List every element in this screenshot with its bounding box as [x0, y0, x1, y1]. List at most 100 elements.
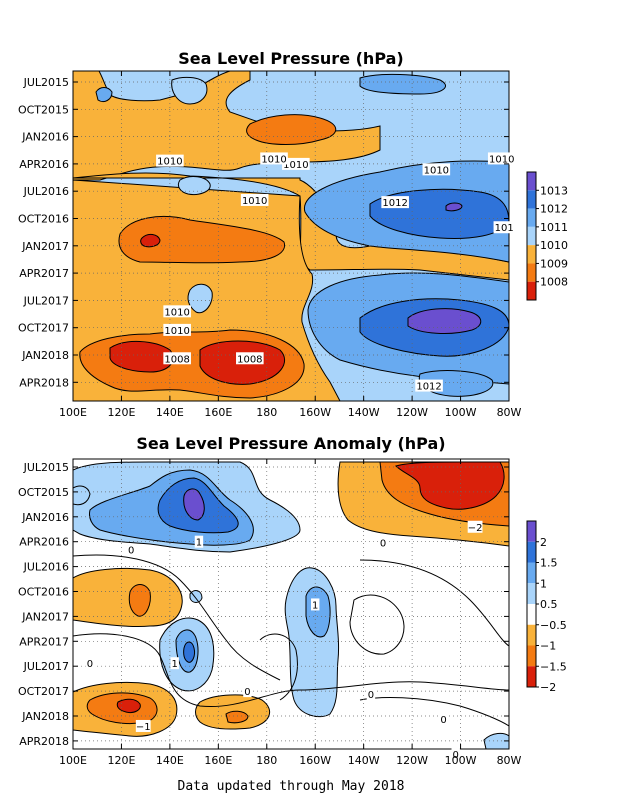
bottom-zero-contour-d — [349, 594, 405, 655]
contour-label: 1 — [172, 659, 178, 670]
colorbar-swatch — [527, 624, 536, 646]
top-field-1008-cell-2017 — [118, 216, 285, 264]
y-tick-label: APR2017 — [19, 267, 69, 280]
x-tick-label: 180 — [256, 754, 277, 767]
contour-label: 0 — [128, 546, 134, 557]
contour-label-box — [493, 221, 515, 234]
x-tick-label: 120E — [107, 406, 135, 419]
contour-label-box — [126, 543, 136, 556]
x-tick-label: 160W — [299, 754, 331, 767]
top-field-1007-cell-2018a — [109, 340, 174, 373]
x-tick-label: 120E — [107, 754, 135, 767]
bottom-anom-pos-2-north — [183, 488, 205, 521]
x-tick-label: 100E — [59, 754, 87, 767]
colorbar-label: −2 — [540, 681, 556, 694]
colorbar-swatch — [527, 172, 536, 191]
contour-label-box — [366, 688, 376, 701]
colorbar-swatch — [527, 208, 536, 227]
y-tick-label: JAN2018 — [21, 710, 69, 723]
contour-label-box — [467, 520, 483, 533]
y-tick-label: JUL2017 — [23, 660, 69, 673]
bottom-zero-contour-b — [73, 633, 509, 708]
y-tick-label: OCT2016 — [18, 213, 69, 226]
contour-label-box — [156, 154, 184, 167]
contour-label: 0 — [453, 750, 459, 761]
contour-label-box — [236, 352, 264, 365]
bottom-gridlines — [73, 459, 509, 749]
contour-label-box — [487, 152, 516, 165]
x-tick-label: 160E — [204, 406, 232, 419]
y-tick-label: JUL2015 — [23, 76, 69, 89]
contour-label: 1012 — [382, 198, 407, 209]
y-tick-label: JAN2016 — [21, 511, 69, 524]
y-tick-label: APR2017 — [19, 635, 69, 648]
contour-label-box — [415, 379, 443, 392]
bottom-anom-neg-2-east — [395, 461, 505, 510]
x-tick-label: 120W — [396, 754, 428, 767]
colorbar-label: −1 — [540, 640, 556, 653]
contour-label-box — [439, 712, 448, 725]
top-field-1013-cell-b — [407, 308, 482, 334]
contour-label-box — [451, 747, 460, 760]
colorbar-label: 1009 — [540, 257, 568, 270]
contour-label: 1010 — [242, 196, 267, 207]
contour-label-box — [194, 535, 204, 548]
x-tick-label: 140E — [156, 406, 184, 419]
footer-note: Data updated through May 2018 — [178, 779, 405, 794]
bottom-zero-contour-a — [73, 554, 281, 681]
bottom-plot-frame — [72, 458, 510, 750]
contour-label: −1 — [136, 722, 151, 733]
contour-label-box — [163, 352, 191, 365]
contour-label: 1012 — [416, 382, 441, 393]
colorbar-swatch — [527, 521, 536, 542]
contour-label-box — [243, 685, 252, 698]
colorbar-label: 1008 — [540, 276, 568, 289]
top-field-1010-patch-a — [187, 283, 213, 314]
contour-label: 1010 — [424, 165, 449, 176]
colorbar-label: 1011 — [540, 221, 568, 234]
bottom-anom-neg-1-central-south — [225, 710, 249, 724]
x-tick-label: 140W — [348, 754, 380, 767]
top-field-1011-patch-ne — [359, 73, 446, 95]
bottom-y-axis: JUL2015 OCT2015 JAN2016 APR2016 JUL2016 OCT20… — [18, 461, 509, 748]
bottom-zero-contour-c — [359, 559, 509, 647]
colorbar-swatch — [527, 541, 536, 563]
y-tick-label: JUL2016 — [23, 561, 69, 574]
contour-label-box — [422, 163, 451, 176]
x-tick-label: 140E — [156, 754, 184, 767]
colorbar-swatch — [527, 281, 536, 300]
contour-label-box — [282, 157, 310, 170]
top-y-axis: JUL2015 OCT2015 JAN2016 APR2016 JUL2016 OCT20… — [18, 76, 509, 389]
colorbar-label: −1.5 — [540, 660, 567, 673]
colorbar-swatch — [527, 190, 536, 209]
top-field-1011-patch-west — [95, 87, 113, 103]
contour-label-box — [135, 719, 151, 732]
colorbar-swatch — [527, 263, 536, 282]
colorbar-label: −0.5 — [540, 619, 567, 632]
contour-label-box — [240, 193, 269, 206]
y-tick-label: OCT2017 — [18, 685, 69, 698]
colorbar-label: 1 — [540, 577, 547, 590]
y-tick-label: APR2016 — [19, 536, 69, 549]
y-tick-label: APR2018 — [19, 376, 69, 389]
bottom-anom-neg-05-west-mid — [73, 567, 183, 628]
y-tick-label: JAN2017 — [21, 610, 69, 623]
colorbar-swatch — [527, 666, 536, 687]
y-tick-label: OCT2017 — [18, 322, 69, 335]
contour-label: 1010 — [283, 160, 308, 171]
contour-label: 0 — [368, 690, 374, 701]
contour-label: 0 — [244, 687, 250, 698]
contour-label: 1010 — [164, 307, 189, 318]
x-tick-label: 120W — [396, 406, 428, 419]
colorbar-label: 1010 — [540, 239, 568, 252]
top-plot-frame — [72, 70, 510, 402]
top-x-axis: 100E 120E 140E 160E 180 160W 140W 120W 100W 80W — [59, 71, 522, 419]
contour-label: 1010 — [489, 154, 514, 165]
colorbar-label: 1012 — [540, 203, 568, 216]
contour-label-box — [260, 152, 288, 165]
bottom-zero-contour-e — [359, 697, 509, 727]
x-tick-label: 80W — [497, 754, 522, 767]
contour-label: 101 — [495, 223, 514, 234]
top-field-1013-cell-a — [445, 202, 463, 212]
